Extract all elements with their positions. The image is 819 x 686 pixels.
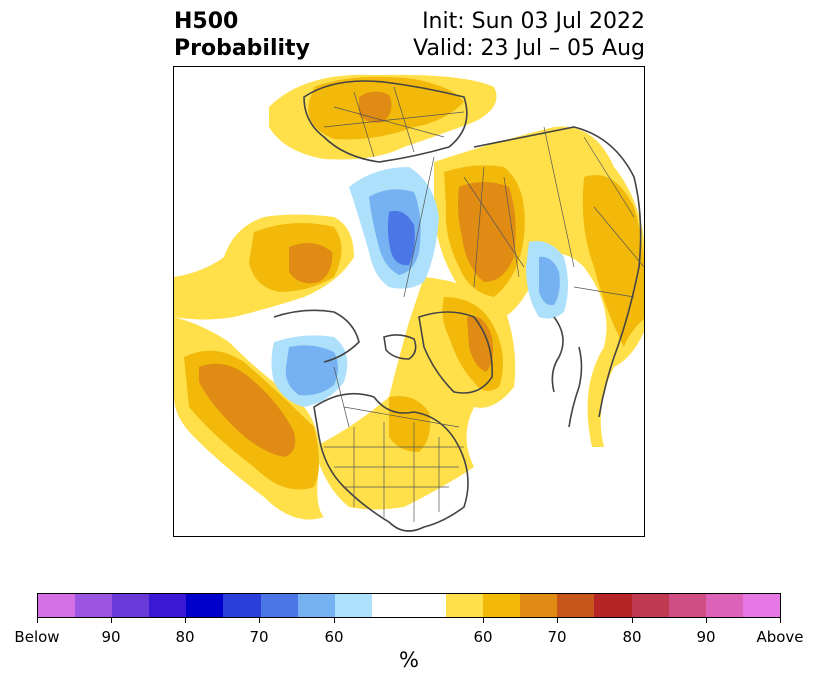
tickmark-a80 [632,618,633,623]
border-canada-2 [333,366,350,428]
colorbar-segment-above-85 [668,594,706,617]
tick-label-above-70: 70 [547,628,567,646]
tick-label-below-60: 60 [324,628,344,646]
coastline-asia [473,126,642,418]
colorbar-segment-above-80 [631,594,669,617]
tick-label-below: Below [14,628,60,646]
border-asia-2 [583,136,635,218]
colorbar-segment-below-60 [297,594,335,617]
title-line-2: Probability [174,36,310,61]
colorbar-segment-above-60 [483,594,521,617]
border-russia-1 [463,176,525,268]
border-asia-4 [573,286,635,298]
tickmark-a60 [483,618,484,623]
tickmark-b60 [334,618,335,623]
political-borders [323,86,644,522]
above-region-scandinavia-dark [359,91,392,123]
tickmark-above [780,618,781,623]
coastline-japan [568,346,583,428]
above-region-greenland-dark [467,316,494,372]
tick-label-below-80: 80 [175,628,195,646]
probability-map-svg [174,74,644,532]
border-russia-2 [473,166,485,288]
tickmark-a90 [706,618,707,623]
border-europe-3 [393,86,415,153]
tick-label-above-90: 90 [696,628,716,646]
coastline-north-america [313,392,469,532]
colorbar-segment-above-75 [594,594,632,617]
tick-label-above-60: 60 [473,628,493,646]
border-asia-3 [593,206,644,268]
border-canada-1 [343,406,460,428]
above-region-canada-mid [389,396,431,452]
tickmark-b90 [111,618,112,623]
above-region-pacific-dark [199,363,296,457]
above-region-greenland-light [314,277,516,510]
below-region-alaska-mid [285,345,338,396]
title-line-1: H500 [174,9,239,34]
coastlines [273,80,642,532]
border-arctic-1 [403,156,435,298]
colorbar-segment-neutral [371,594,447,617]
coastline-greenland [418,311,493,394]
above-region-russia-dark [458,182,516,282]
colorbar-segment-above-extreme [742,594,780,617]
tickmark-below [37,618,38,623]
colorbar-segment-below-55 [334,594,372,617]
colorbar-unit-label: % [399,648,419,672]
colorbar-segment-above-70 [557,594,595,617]
below-region-siberia-mid [539,256,560,306]
tick-label-above: Above [756,628,804,646]
tickmark-b80 [185,618,186,623]
forecast-dates: Init: Sun 03 Jul 2022 Valid: 23 Jul – 05… [413,8,645,62]
colorbar-segment-below-80 [149,594,187,617]
colorbar-segment-below-70 [223,594,261,617]
colorbar-segment-above-90 [705,594,743,617]
polar-map [173,66,645,537]
init-date: Init: Sun 03 Jul 2022 [422,9,645,34]
above-region-bering-dark [289,243,333,284]
colorbar-segment-below-90 [75,594,113,617]
border-europe-2 [353,91,375,158]
tick-label-below-90: 90 [101,628,121,646]
border-asia-1 [543,126,575,268]
coastline-east-asia [551,316,564,393]
tick-label-below-70: 70 [249,628,269,646]
probability-colorbar [37,593,781,618]
border-europe-4 [323,111,465,128]
above-normal-dark-regions [199,91,516,457]
colorbar-segment-below-85 [112,594,150,617]
above-region-east-asia-mid [582,175,644,347]
tickmark-b70 [259,618,260,623]
coastline-alaska [273,309,360,363]
border-russia-3 [503,176,520,278]
chart-title: H500 Probability [174,8,310,62]
colorbar-segment-above-65 [520,594,558,617]
colorbar-segment-below-extreme [38,594,76,617]
coastline-europe [303,80,468,163]
valid-range: Valid: 23 Jul – 05 Aug [413,36,645,61]
tickmark-a70 [557,618,558,623]
tick-label-above-80: 80 [622,628,642,646]
colorbar-segment-above-55 [446,594,484,617]
colorbar-segment-below-65 [260,594,298,617]
below-region-arctic-dark [387,210,415,266]
colorbar-segment-below-75 [186,594,224,617]
below-normal-dark-regions [387,210,415,266]
coastline-arctic-islands [383,334,417,360]
border-europe-1 [333,106,445,138]
